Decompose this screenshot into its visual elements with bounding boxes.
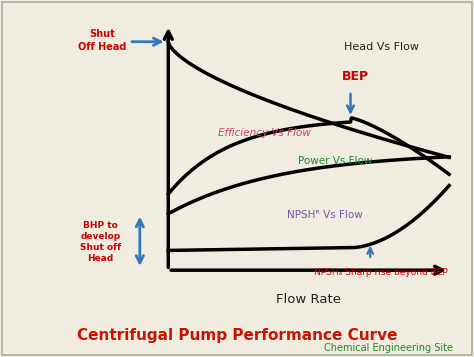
Text: BEP: BEP [342,70,369,82]
Text: Centrifugal Pump Performance Curve: Centrifugal Pump Performance Curve [77,328,397,343]
Text: Power Vs Flow: Power Vs Flow [298,156,373,166]
Text: Shut
Off Head: Shut Off Head [78,29,127,51]
Text: BHP to
develop
Shut off
Head: BHP to develop Shut off Head [80,221,121,263]
Text: Chemical Engineering Site: Chemical Engineering Site [324,343,453,353]
Text: Flow Rate: Flow Rate [276,293,341,306]
Text: Head Vs Flow: Head Vs Flow [344,42,419,52]
Text: Efficiency Vs Flow: Efficiency Vs Flow [218,128,310,138]
Text: NPSHₐ Sharp rise beyond BEP: NPSHₐ Sharp rise beyond BEP [314,268,448,277]
Text: NPSHᴿ Vs Flow: NPSHᴿ Vs Flow [287,210,363,220]
